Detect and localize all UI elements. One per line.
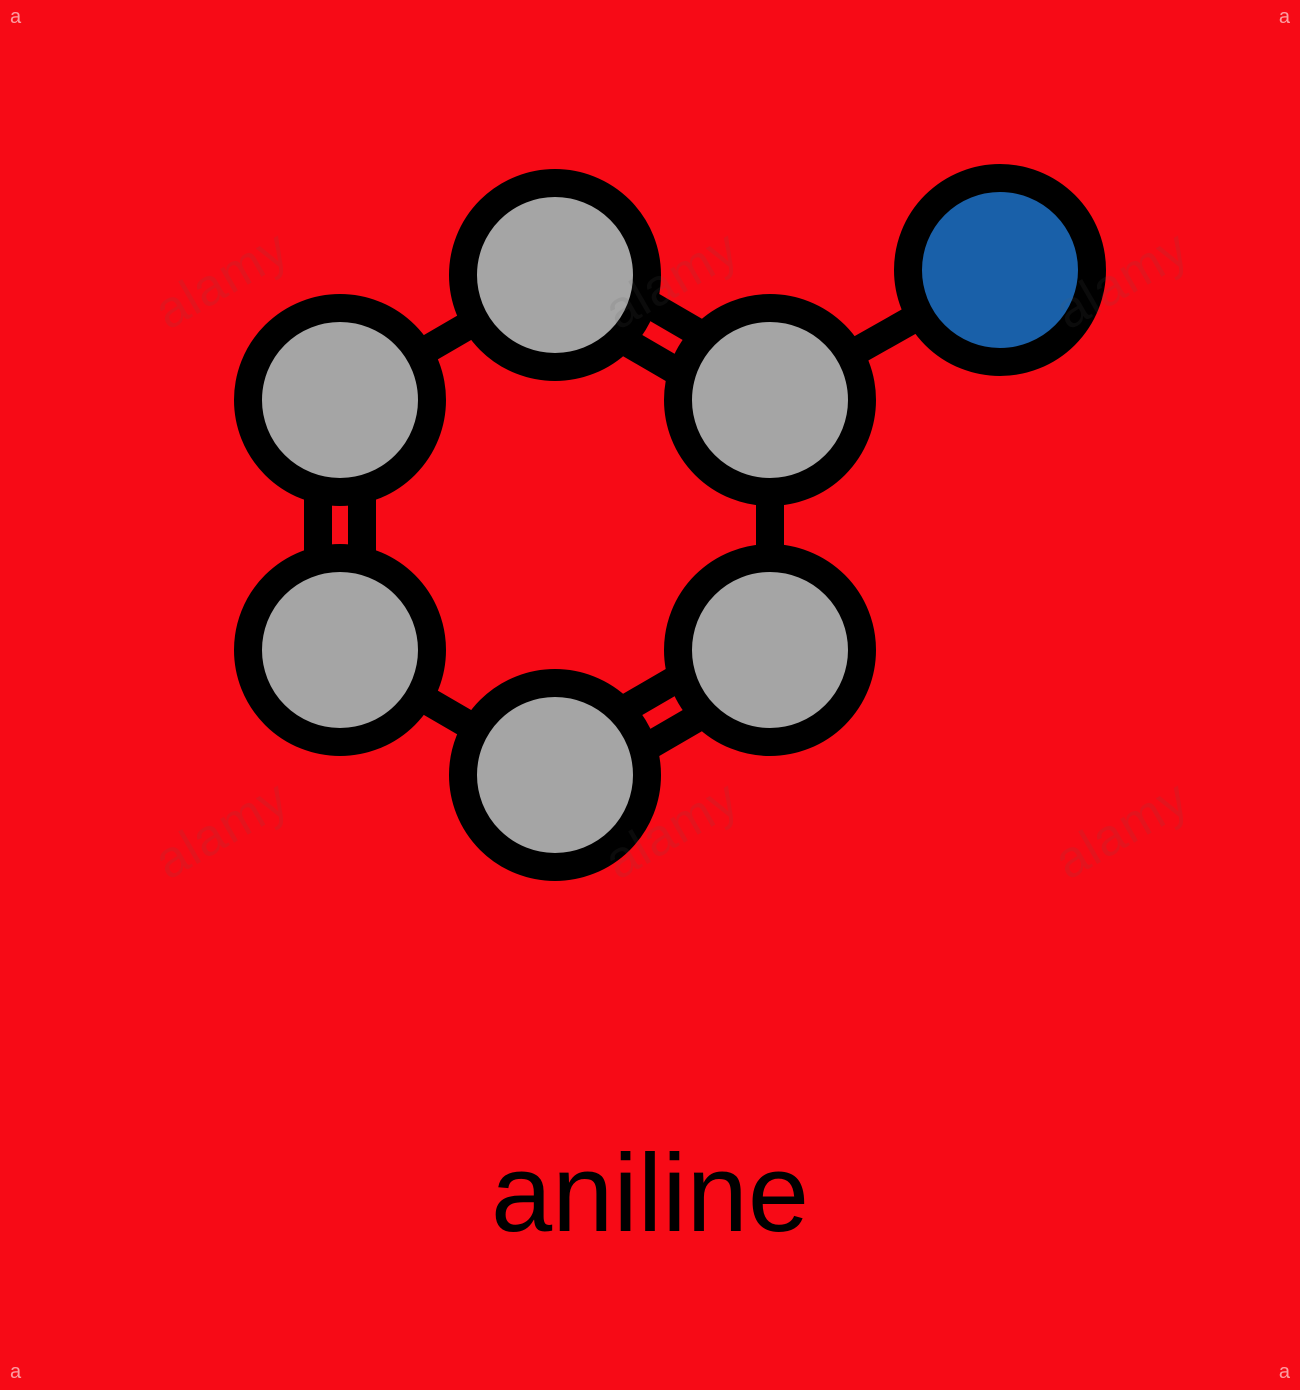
atom-c4 [248, 558, 432, 742]
atom-n [908, 178, 1092, 362]
canvas: aniline aaaaalamyalamyalamyalamyalamyala… [0, 0, 1300, 1390]
atom-c6 [678, 558, 862, 742]
atom-c3 [248, 308, 432, 492]
atom-c1 [678, 308, 862, 492]
atom-c5 [463, 683, 647, 867]
molecule-name-label: aniline [491, 1130, 809, 1257]
atom-c2 [463, 183, 647, 367]
